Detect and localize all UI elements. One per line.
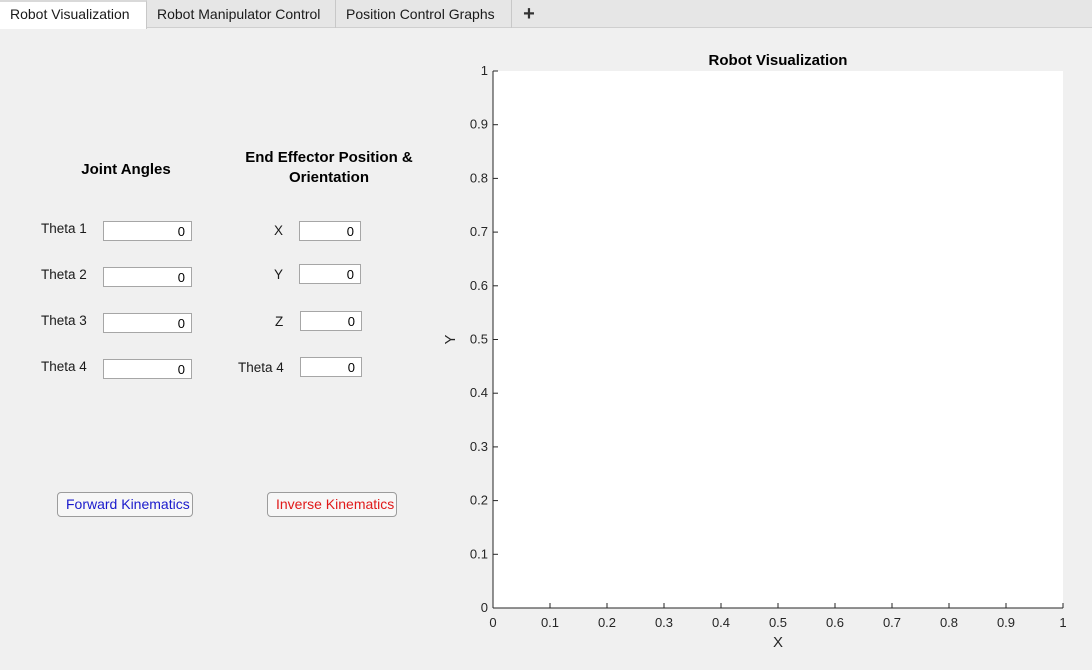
y-tick-label: 0.7: [470, 224, 488, 239]
tab-robot-manipulator-control[interactable]: Robot Manipulator Control: [147, 0, 336, 28]
joint-angles-heading: Joint Angles: [81, 161, 171, 178]
y-input[interactable]: [299, 264, 361, 284]
y-tick-label: 0.2: [470, 493, 488, 508]
x-tick-label: 0.4: [712, 615, 730, 630]
x-tick-label: 0.7: [883, 615, 901, 630]
y-tick-label: 0.9: [470, 117, 488, 132]
x-tick-label: 0: [489, 615, 496, 630]
y-tick-label: 1: [481, 63, 488, 78]
robot-visualization-axes[interactable]: 0 0.1 0.2 0.3 0.4 0.5 0.6 0.7 0.8 0.9 1 0 0.1 0.2 0.3 0…: [440, 40, 1080, 660]
theta3-input[interactable]: [103, 313, 192, 333]
ee-theta4-input[interactable]: [300, 357, 362, 377]
tab-position-control-graphs[interactable]: Position Control Graphs: [336, 0, 512, 28]
add-tab-icon[interactable]: +: [523, 3, 535, 25]
x-tick-label: 0.9: [997, 615, 1015, 630]
x-axis-label: X: [773, 634, 783, 651]
x-input[interactable]: [299, 221, 361, 241]
x-tick-label: 0.2: [598, 615, 616, 630]
inverse-kinematics-button[interactable]: Inverse Kinematics: [267, 492, 397, 517]
forward-kinematics-button[interactable]: Forward Kinematics: [57, 492, 193, 517]
x-tick-label: 0.5: [769, 615, 787, 630]
y-tick-label: 0: [481, 600, 488, 615]
y-tick-label: 0.5: [470, 332, 488, 347]
x-label: X: [274, 223, 284, 238]
x-tick-label: 0.6: [826, 615, 844, 630]
theta4-label: Theta 4: [41, 359, 87, 374]
theta2-label: Theta 2: [41, 267, 87, 282]
end-effector-heading-line2: Orientation: [288, 169, 369, 186]
y-tick-label: 0.8: [470, 170, 488, 185]
theta1-input[interactable]: [103, 221, 192, 241]
x-tick-label: 0.1: [541, 615, 559, 630]
theta3-label: Theta 3: [41, 313, 87, 328]
y-tick-label: 0.4: [470, 385, 488, 400]
x-tick-label: 1: [1059, 615, 1066, 630]
x-tick-label: 0.3: [655, 615, 673, 630]
tab-robot-visualization[interactable]: Robot Visualization: [0, 0, 147, 29]
z-label: Z: [275, 314, 284, 329]
theta1-label: Theta 1: [41, 221, 87, 236]
plot-area: [493, 71, 1063, 608]
theta2-input[interactable]: [103, 267, 192, 287]
y-tick-label: 0.6: [470, 278, 488, 293]
ee-theta4-label: Theta 4: [238, 360, 284, 375]
x-tick-label: 0.8: [940, 615, 958, 630]
tab-bar: Robot Visualization Robot Manipulator Co…: [0, 0, 1092, 29]
y-axis-label: Y: [442, 334, 459, 344]
end-effector-heading-line1: End Effector Position &: [245, 149, 413, 166]
y-label: Y: [274, 267, 284, 282]
chart-title: Robot Visualization: [709, 52, 848, 69]
y-tick-label: 0.3: [470, 439, 488, 454]
y-tick-label: 0.1: [470, 546, 488, 561]
theta4-input[interactable]: [103, 359, 192, 379]
z-input[interactable]: [300, 311, 362, 331]
